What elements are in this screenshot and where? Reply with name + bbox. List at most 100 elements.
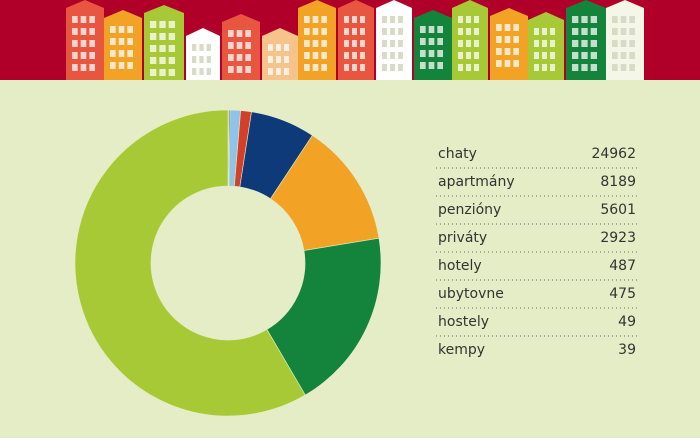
window bbox=[168, 57, 175, 64]
window bbox=[228, 54, 234, 61]
window bbox=[268, 44, 273, 51]
window bbox=[312, 64, 319, 71]
window bbox=[245, 42, 251, 49]
window bbox=[496, 48, 502, 55]
roof bbox=[298, 0, 336, 8]
window bbox=[496, 24, 502, 31]
window bbox=[236, 66, 243, 73]
window bbox=[437, 62, 443, 69]
window bbox=[150, 33, 157, 40]
window bbox=[466, 64, 471, 71]
window bbox=[276, 56, 281, 63]
window bbox=[321, 52, 327, 59]
window bbox=[159, 33, 166, 40]
window bbox=[612, 52, 618, 59]
legend-label: apartmány bbox=[438, 174, 515, 190]
window bbox=[620, 52, 627, 59]
window bbox=[550, 52, 555, 59]
window bbox=[428, 38, 435, 45]
window bbox=[581, 52, 588, 59]
window bbox=[629, 28, 635, 35]
window bbox=[581, 28, 588, 35]
roof bbox=[338, 0, 374, 8]
donut-slice bbox=[74, 109, 306, 417]
window bbox=[581, 40, 588, 47]
window bbox=[398, 52, 403, 59]
window bbox=[268, 68, 273, 75]
roof bbox=[186, 28, 220, 36]
window bbox=[312, 40, 319, 47]
donut-slice bbox=[266, 237, 382, 396]
window bbox=[236, 54, 243, 61]
roof bbox=[222, 14, 260, 22]
window bbox=[352, 28, 357, 35]
window bbox=[390, 52, 395, 59]
window bbox=[284, 68, 289, 75]
window bbox=[437, 50, 443, 57]
roof bbox=[66, 0, 104, 8]
window bbox=[620, 64, 627, 71]
window bbox=[304, 40, 310, 47]
window bbox=[344, 52, 349, 59]
window bbox=[236, 30, 243, 37]
window bbox=[458, 52, 463, 59]
window bbox=[542, 40, 547, 47]
window bbox=[382, 64, 387, 71]
window bbox=[466, 16, 471, 23]
window bbox=[192, 44, 197, 51]
window bbox=[466, 28, 471, 35]
window bbox=[398, 40, 403, 47]
roof bbox=[490, 8, 528, 16]
window bbox=[590, 16, 597, 23]
window bbox=[542, 64, 547, 71]
window bbox=[118, 50, 125, 57]
window bbox=[80, 16, 87, 23]
window bbox=[150, 21, 157, 28]
window bbox=[474, 64, 479, 71]
window bbox=[581, 64, 588, 71]
window bbox=[206, 68, 211, 75]
window bbox=[168, 21, 175, 28]
skyline bbox=[66, 0, 644, 80]
window bbox=[542, 52, 547, 59]
window bbox=[590, 40, 597, 47]
window bbox=[428, 50, 435, 57]
window bbox=[312, 28, 319, 35]
legend-label: hotely bbox=[438, 258, 482, 274]
window bbox=[276, 44, 281, 51]
window bbox=[159, 57, 166, 64]
window bbox=[398, 16, 403, 23]
window bbox=[360, 28, 365, 35]
legend-value: 5601 bbox=[600, 202, 636, 218]
legend-value: 39 bbox=[618, 342, 636, 358]
legend-label: chaty bbox=[438, 146, 477, 162]
window bbox=[620, 16, 627, 23]
window bbox=[344, 40, 349, 47]
roof bbox=[452, 0, 488, 8]
roof bbox=[414, 10, 452, 18]
window bbox=[572, 16, 579, 23]
window bbox=[398, 64, 403, 71]
window bbox=[590, 52, 597, 59]
window bbox=[276, 68, 281, 75]
window bbox=[420, 50, 426, 57]
window bbox=[344, 16, 349, 23]
window bbox=[168, 69, 175, 76]
window bbox=[228, 66, 234, 73]
window bbox=[127, 38, 133, 45]
window bbox=[542, 28, 547, 35]
window bbox=[534, 40, 539, 47]
window bbox=[150, 69, 157, 76]
window bbox=[80, 28, 87, 35]
window bbox=[590, 28, 597, 35]
window bbox=[110, 26, 116, 33]
window bbox=[360, 64, 365, 71]
window bbox=[80, 64, 87, 71]
window bbox=[89, 16, 95, 23]
window bbox=[513, 60, 519, 67]
window bbox=[312, 52, 319, 59]
window bbox=[304, 28, 310, 35]
window bbox=[118, 38, 125, 45]
window bbox=[199, 56, 204, 63]
